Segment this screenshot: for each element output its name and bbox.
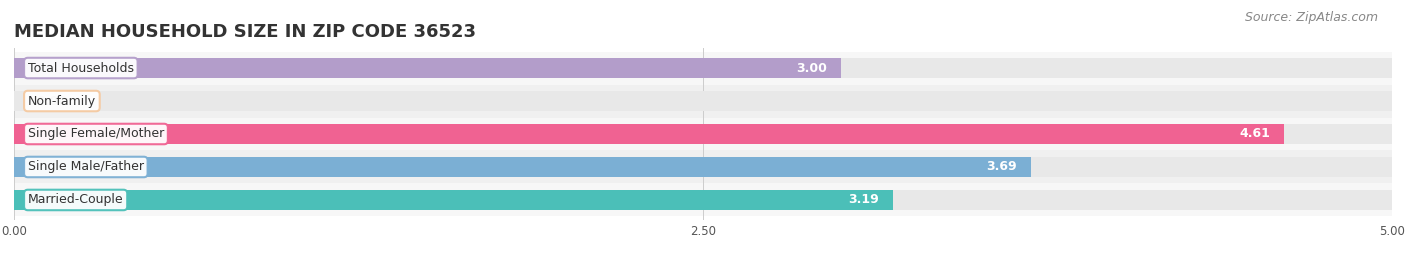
Text: Non-family: Non-family (28, 95, 96, 107)
Bar (14, 151, 1392, 184)
Text: Total Households: Total Households (28, 62, 134, 75)
Bar (14, 58, 1392, 78)
Bar (14, 51, 1392, 84)
Text: Source: ZipAtlas.com: Source: ZipAtlas.com (1244, 11, 1378, 24)
Text: 3.69: 3.69 (987, 161, 1017, 173)
Text: 3.00: 3.00 (796, 62, 827, 75)
Bar (14, 124, 1285, 144)
Bar (14, 84, 1392, 117)
Bar (14, 91, 1392, 111)
Bar (14, 190, 893, 210)
Text: 3.19: 3.19 (849, 193, 879, 206)
Bar (14, 58, 841, 78)
Text: 4.61: 4.61 (1240, 128, 1271, 140)
Bar (14, 157, 1392, 177)
Text: Single Male/Father: Single Male/Father (28, 161, 143, 173)
Text: MEDIAN HOUSEHOLD SIZE IN ZIP CODE 36523: MEDIAN HOUSEHOLD SIZE IN ZIP CODE 36523 (14, 23, 477, 41)
Text: Single Female/Mother: Single Female/Mother (28, 128, 165, 140)
Bar (14, 184, 1392, 217)
Text: 0.00: 0.00 (37, 95, 67, 107)
Bar (14, 124, 1392, 144)
Bar (14, 157, 1031, 177)
Bar (14, 190, 1392, 210)
Bar (14, 117, 1392, 151)
Text: Married-Couple: Married-Couple (28, 193, 124, 206)
